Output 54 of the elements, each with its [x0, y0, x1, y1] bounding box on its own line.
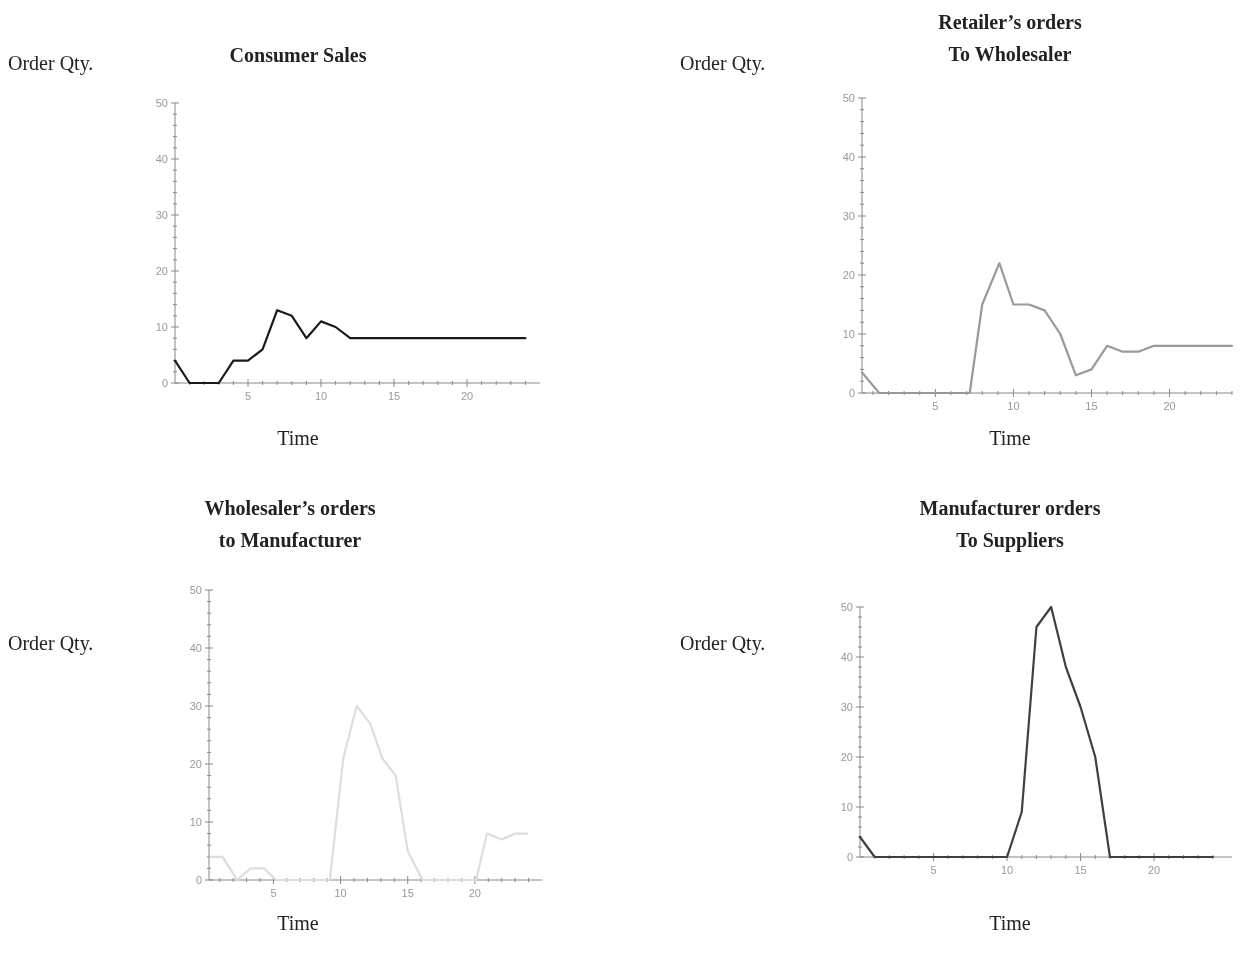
x-tick-label: 20 — [1163, 400, 1176, 412]
y-tick-label: 20 — [840, 750, 853, 763]
chart-title: Wholesaler’s orders to Manufacturer — [204, 497, 376, 551]
x-tick-label: 15 — [401, 887, 414, 899]
y-axis-title: Order Qty. — [8, 52, 94, 75]
x-tick-label: 10 — [1000, 864, 1014, 876]
y-tick-label: 40 — [840, 650, 853, 663]
y-tick-label: 40 — [189, 641, 202, 654]
x-tick-label: 20 — [460, 390, 474, 402]
y-tick-label: 10 — [189, 815, 202, 828]
line-series — [173, 309, 527, 385]
x-axis-title: Time — [277, 427, 319, 449]
x-tick-label: 20 — [1147, 864, 1161, 876]
y-tick-label: 20 — [155, 264, 168, 277]
x-tick-label: 20 — [468, 887, 481, 899]
x-axis-title: Time — [989, 427, 1031, 449]
x-tick-label: 15 — [1074, 864, 1087, 876]
x-axis-title: Time — [989, 912, 1031, 934]
y-tick-label: 0 — [846, 850, 853, 863]
x-tick-label: 5 — [244, 390, 252, 402]
y-tick-label: 40 — [842, 150, 855, 163]
y-axis-title: Order Qty. — [8, 632, 94, 655]
x-tick-label: 5 — [930, 864, 937, 876]
y-tick-label: 0 — [195, 873, 202, 886]
y-tick-label: 30 — [842, 209, 855, 222]
y-tick-label: 30 — [840, 700, 853, 713]
chart-title: Retailer’s orders To Wholesaler — [938, 11, 1082, 65]
y-tick-label: 50 — [189, 583, 202, 596]
x-tick-label: 10 — [334, 887, 347, 899]
y-tick-label: 10 — [155, 320, 168, 333]
x-tick-label: 10 — [314, 390, 328, 402]
x-tick-label: 15 — [1085, 400, 1098, 412]
x-tick-label: 10 — [1007, 400, 1020, 412]
y-tick-label: 0 — [161, 376, 168, 389]
y-axis-title: Order Qty. — [680, 52, 766, 75]
y-tick-label: 10 — [840, 800, 853, 813]
line-series — [209, 704, 529, 882]
y-tick-label: 30 — [189, 699, 202, 712]
y-tick-label: 50 — [840, 600, 853, 613]
y-tick-label: 30 — [155, 208, 168, 221]
x-tick-label: 5 — [932, 400, 939, 412]
x-axis-title: Time — [277, 912, 319, 934]
y-tick-label: 50 — [155, 96, 168, 109]
y-axis-title: Order Qty. — [680, 632, 766, 655]
chart-title: Manufacturer orders To Suppliers — [919, 497, 1101, 552]
y-tick-label: 40 — [155, 152, 168, 165]
x-tick-label: 15 — [387, 390, 401, 402]
chart-title: Consumer Sales — [229, 44, 367, 66]
y-tick-label: 20 — [842, 268, 855, 281]
y-tick-label: 0 — [848, 386, 855, 399]
y-tick-label: 50 — [842, 91, 855, 104]
y-tick-label: 20 — [189, 757, 202, 770]
y-tick-label: 10 — [842, 327, 855, 340]
x-tick-label: 5 — [270, 887, 277, 899]
